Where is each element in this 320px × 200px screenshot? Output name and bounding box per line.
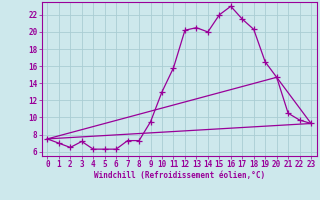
X-axis label: Windchill (Refroidissement éolien,°C): Windchill (Refroidissement éolien,°C) (94, 171, 265, 180)
